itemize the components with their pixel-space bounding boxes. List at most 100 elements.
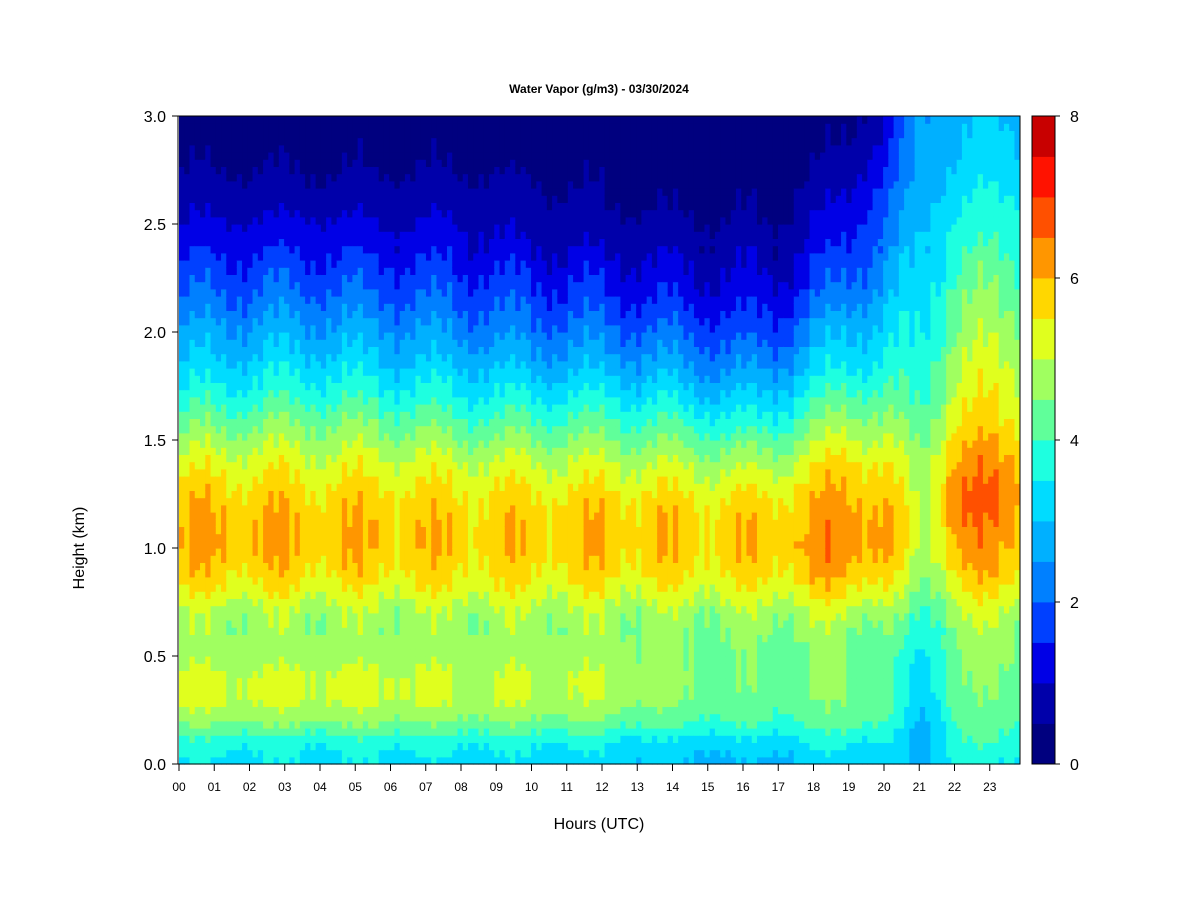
heatmap-cell [368, 584, 374, 592]
heatmap-cell [279, 598, 285, 606]
heatmap-cell [410, 699, 416, 707]
heatmap-cell [342, 476, 348, 484]
heatmap-cell [463, 627, 469, 635]
heatmap-cell [431, 447, 437, 455]
heatmap-cell [405, 217, 411, 225]
heatmap-cell [447, 462, 453, 470]
heatmap-cell [226, 577, 232, 585]
heatmap-cell [379, 267, 385, 275]
heatmap-cell [337, 490, 343, 498]
heatmap-cell [457, 570, 463, 578]
heatmap-cell [211, 181, 217, 189]
heatmap-cell [242, 490, 248, 498]
heatmap-cell [205, 411, 211, 419]
heatmap-cell [389, 714, 395, 722]
heatmap-cell [253, 598, 259, 606]
heatmap-cell [247, 512, 253, 520]
heatmap-cell [400, 505, 406, 513]
heatmap-cell [410, 346, 416, 354]
heatmap-cell [237, 397, 243, 405]
heatmap-cell [216, 404, 222, 412]
heatmap-cell [358, 512, 364, 520]
heatmap-cell [284, 714, 290, 722]
heatmap-cell [284, 570, 290, 578]
heatmap-cell [426, 224, 432, 232]
heatmap-cell [352, 332, 358, 340]
heatmap-cell [463, 282, 469, 290]
heatmap-cell [184, 303, 190, 311]
heatmap-cell [421, 354, 427, 362]
heatmap-cell [232, 505, 238, 513]
heatmap-cell [221, 692, 227, 700]
heatmap-cell [321, 404, 327, 412]
heatmap-cell [457, 217, 463, 225]
heatmap-cell [389, 195, 395, 203]
heatmap-cell [226, 361, 232, 369]
heatmap-cell [410, 440, 416, 448]
heatmap-cell [226, 613, 232, 621]
heatmap-cell [195, 332, 201, 340]
heatmap-cell [352, 310, 358, 318]
heatmap-cell [268, 634, 274, 642]
heatmap-cell [237, 699, 243, 707]
heatmap-cell [279, 512, 285, 520]
heatmap-cell [190, 339, 196, 347]
heatmap-cell [337, 714, 343, 722]
heatmap-cell [373, 397, 379, 405]
heatmap-cell [211, 642, 217, 650]
heatmap-cell [221, 361, 227, 369]
heatmap-cell [415, 246, 421, 254]
heatmap-cell [305, 310, 311, 318]
heatmap-cell [284, 490, 290, 498]
heatmap-cell [242, 166, 248, 174]
heatmap-cell [400, 224, 406, 232]
heatmap-cell [415, 692, 421, 700]
heatmap-cell [216, 368, 222, 376]
heatmap-cell [284, 166, 290, 174]
heatmap-cell [247, 282, 253, 290]
heatmap-cell [184, 339, 190, 347]
heatmap-cell [394, 303, 400, 311]
heatmap-cell [389, 469, 395, 477]
heatmap-cell [400, 555, 406, 563]
heatmap-cell [179, 123, 185, 131]
heatmap-cell [331, 202, 337, 210]
heatmap-cell [442, 663, 448, 671]
heatmap-cell [190, 757, 196, 765]
heatmap-cell [226, 469, 232, 477]
heatmap-cell [310, 699, 316, 707]
heatmap-cell [347, 346, 353, 354]
heatmap-cell [452, 620, 458, 628]
heatmap-cell [295, 145, 301, 153]
heatmap-cell [253, 332, 259, 340]
heatmap-cell [211, 606, 217, 614]
heatmap-cell [452, 447, 458, 455]
heatmap-cell [379, 375, 385, 383]
heatmap-cell [200, 526, 206, 534]
heatmap-cell [279, 642, 285, 650]
heatmap-cell [300, 202, 306, 210]
heatmap-cell [211, 404, 217, 412]
heatmap-cell [200, 685, 206, 693]
heatmap-cell [384, 145, 390, 153]
heatmap-cell [421, 210, 427, 218]
heatmap-cell [352, 634, 358, 642]
heatmap-cell [447, 145, 453, 153]
heatmap-cell [232, 613, 238, 621]
heatmap-cell [268, 483, 274, 491]
heatmap-cell [452, 310, 458, 318]
heatmap-cell [316, 512, 322, 520]
heatmap-cell [263, 757, 269, 765]
heatmap-cell [347, 469, 353, 477]
heatmap-cell [421, 152, 427, 160]
heatmap-cell [190, 750, 196, 758]
heatmap-cell [352, 246, 358, 254]
heatmap-cell [347, 541, 353, 549]
heatmap-cell [400, 217, 406, 225]
heatmap-cell [426, 483, 432, 491]
heatmap-cell [410, 757, 416, 765]
heatmap-cell [305, 246, 311, 254]
heatmap-cell [415, 296, 421, 304]
heatmap-cell [379, 692, 385, 700]
heatmap-cell [347, 454, 353, 462]
